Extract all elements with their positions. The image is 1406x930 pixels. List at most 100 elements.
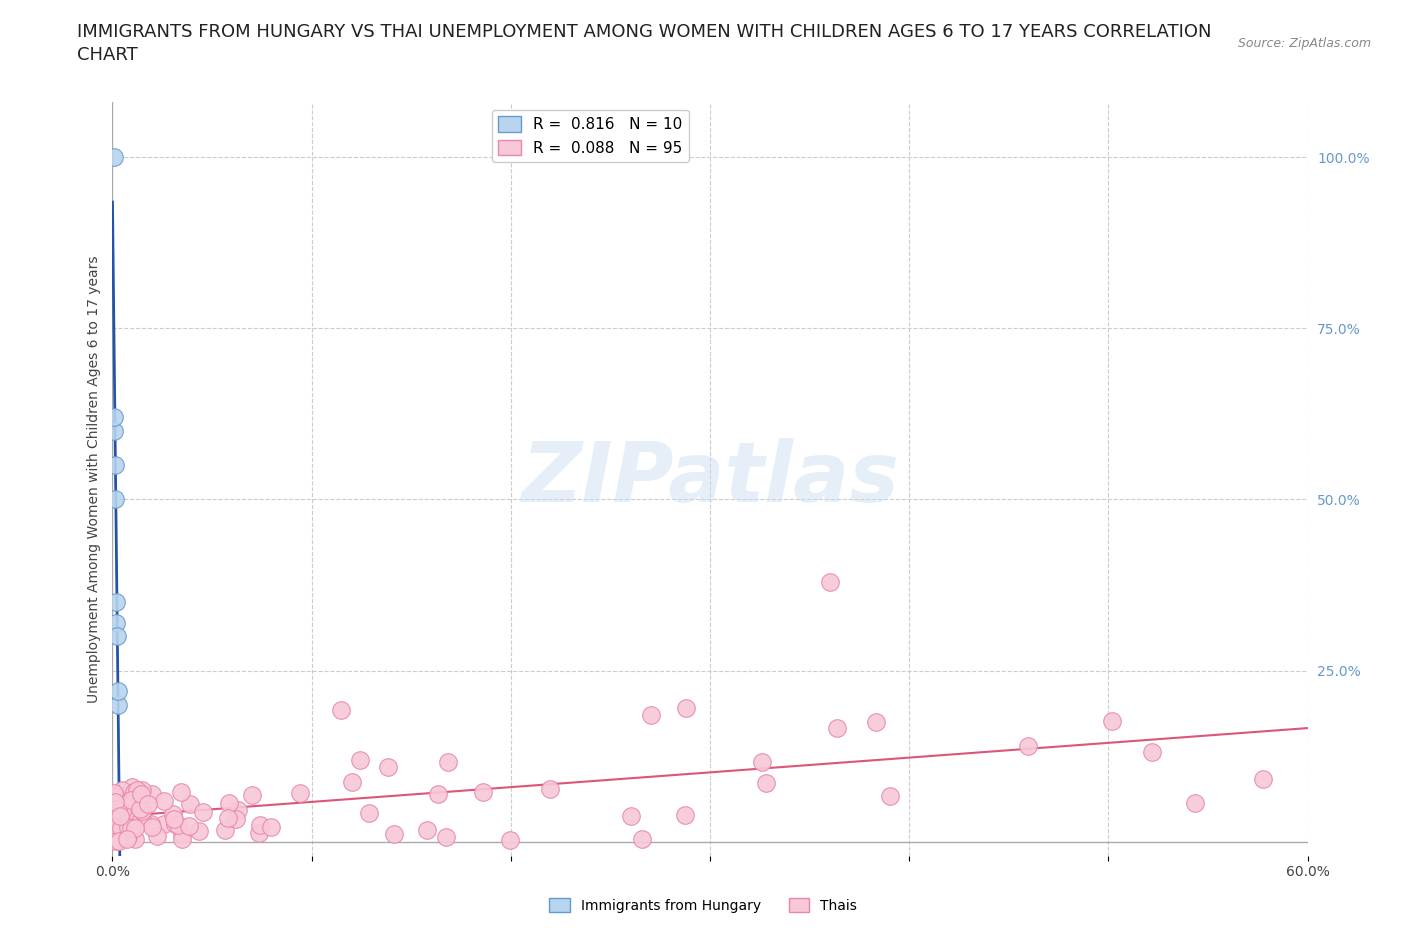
Point [640,708,662,723]
Point [1101,713,1123,728]
Point [153,793,176,808]
Point [107,629,129,644]
Point [141,819,163,834]
Point [107,802,129,817]
Text: IMMIGRANTS FROM HUNGARY VS THAI UNEMPLOYMENT AMONG WOMEN WITH CHILDREN AGES 6 TO: IMMIGRANTS FROM HUNGARY VS THAI UNEMPLOY… [77,23,1212,41]
Point [754,776,776,790]
Point [104,794,127,809]
Point [163,817,186,831]
Point [117,829,139,844]
Point [827,721,849,736]
Point [471,784,494,799]
Point [125,783,148,798]
Point [217,810,239,825]
Point [179,797,201,812]
Point [437,755,460,770]
Point [214,823,236,838]
Legend: Immigrants from Hungary, Thais: Immigrants from Hungary, Thais [543,893,863,919]
Point [118,822,141,837]
Point [103,410,125,425]
Point [1142,745,1164,760]
Point [103,150,125,165]
Point [162,806,184,821]
Point [170,785,193,800]
Point [131,783,153,798]
Point [329,703,352,718]
Point [177,818,200,833]
Point [631,831,654,846]
Point [115,810,138,825]
Point [105,788,128,803]
Point [127,800,149,815]
Point [104,819,127,834]
Point [218,796,240,811]
Point [107,698,129,712]
Point [128,801,150,816]
Point [115,831,138,846]
Point [1184,795,1206,810]
Point [673,808,696,823]
Point [105,616,128,631]
Legend: R =  0.816   N = 10, R =  0.088   N = 95: R = 0.816 N = 10, R = 0.088 N = 95 [492,110,689,162]
Point [434,830,457,844]
Point [104,458,127,472]
Point [108,833,131,848]
Point [121,779,143,794]
Point [226,803,249,817]
Point [1017,738,1039,753]
Point [111,782,134,797]
Point [131,812,153,827]
Point [120,792,142,807]
Point [538,781,561,796]
Point [377,760,399,775]
Point [751,755,773,770]
Point [104,492,127,507]
Point [163,811,186,826]
Point [499,832,522,847]
Point [128,805,150,820]
Point [108,808,131,823]
Point [247,826,270,841]
Point [620,809,643,824]
Point [152,817,174,831]
Point [124,820,146,835]
Point [416,822,439,837]
Point [141,817,163,831]
Point [103,786,125,801]
Point [117,819,139,834]
Point [818,574,841,589]
Point [342,774,364,789]
Point [104,790,127,804]
Point [260,820,283,835]
Point [124,831,146,846]
Point [349,752,371,767]
Point [382,826,405,841]
Point [290,786,312,801]
Point [879,789,901,804]
Point [172,827,194,842]
Point [242,788,264,803]
Point [675,700,697,715]
Point [427,787,450,802]
Text: Source: ZipAtlas.com: Source: ZipAtlas.com [1237,37,1371,50]
Point [145,829,167,844]
Point [104,791,127,806]
Point [225,811,247,826]
Point [111,804,134,818]
Point [104,834,127,849]
Point [122,785,145,800]
Point [359,805,381,820]
Point [129,812,152,827]
Point [166,817,188,832]
Text: ZIPatlas: ZIPatlas [522,438,898,520]
Text: CHART: CHART [77,46,138,64]
Point [170,831,193,846]
Point [1251,771,1274,786]
Point [141,787,163,802]
Point [191,804,214,819]
Point [105,595,128,610]
Point [118,790,141,804]
Point [118,808,141,823]
Point [131,804,153,818]
Point [249,817,271,832]
